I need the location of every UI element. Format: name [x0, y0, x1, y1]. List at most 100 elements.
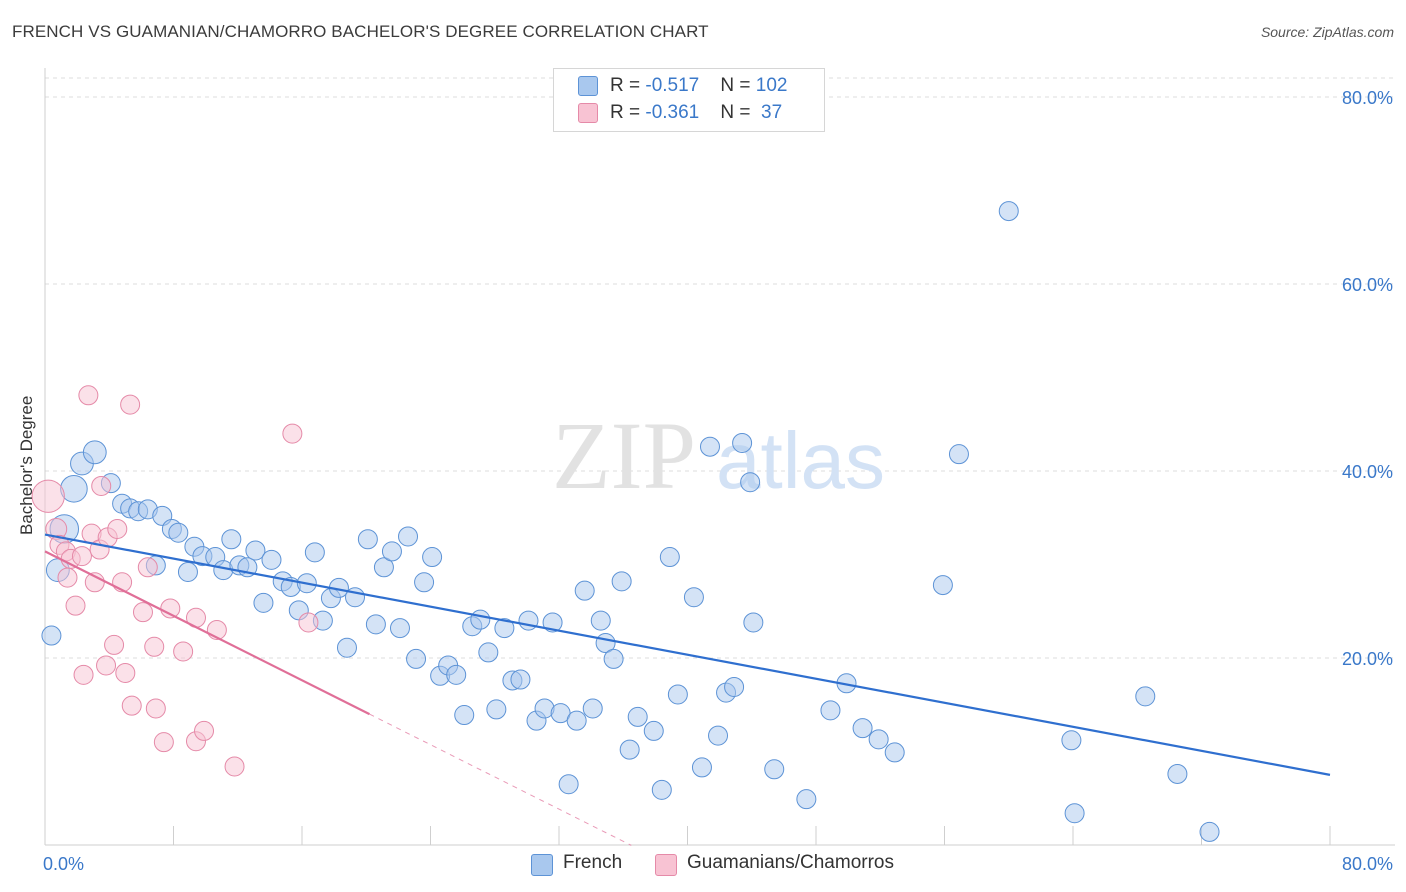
french-point: [177, 561, 198, 582]
guam-point: [132, 602, 153, 623]
guam-point: [173, 641, 194, 662]
french-point: [627, 706, 648, 727]
guam-point: [144, 636, 165, 657]
guam-point: [71, 546, 92, 567]
french-point: [820, 700, 841, 721]
french-point: [82, 440, 107, 465]
french-point: [659, 547, 680, 568]
guam-point: [65, 595, 86, 616]
y-tick-label: 40.0%: [1342, 462, 1393, 482]
legend-stats-french: R = -0.517 N = 102: [610, 75, 788, 96]
french-point: [998, 201, 1019, 222]
french-point: [41, 625, 62, 646]
french-point: [643, 720, 664, 741]
guam-point: [145, 698, 166, 719]
guam-point: [96, 655, 117, 676]
french-point: [932, 575, 953, 596]
legend-stats-guam: R = -0.361 N = 37: [610, 102, 783, 123]
french-point: [422, 547, 443, 568]
french-point: [732, 432, 753, 453]
axes: [44, 68, 1395, 846]
guam-point: [224, 756, 245, 777]
french-point: [691, 757, 712, 778]
bottom-swatch-french: [531, 854, 553, 876]
y-tick-label: 60.0%: [1342, 275, 1393, 295]
french-point: [304, 542, 325, 563]
french-point: [566, 710, 587, 731]
french-point: [948, 444, 969, 465]
french-point: [494, 618, 515, 639]
french-point: [253, 592, 274, 613]
guam-point: [153, 732, 174, 753]
french-points: [41, 201, 1220, 842]
french-point: [398, 526, 419, 547]
french-point: [724, 676, 745, 697]
watermark-zip: ZIP: [552, 402, 696, 509]
french-point: [619, 739, 640, 760]
trend-lines: [44, 533, 1331, 846]
french-point: [1061, 730, 1082, 751]
guam-point: [91, 475, 112, 496]
french-point: [478, 642, 499, 663]
source-note: Source: ZipAtlas.com: [1260, 24, 1394, 40]
y-axis-label: Bachelor's Degree: [17, 395, 36, 535]
guam-point: [78, 385, 99, 406]
guam-point: [73, 664, 94, 685]
y-tick-labels: 20.0% 40.0% 60.0% 80.0%: [1342, 88, 1393, 669]
french-point: [454, 705, 475, 726]
french-point: [221, 529, 242, 550]
french-point: [446, 664, 467, 685]
y-tick-label: 20.0%: [1342, 649, 1393, 669]
stats-legend: R = -0.517 N = 102 R = -0.361 N = 37: [553, 68, 825, 132]
french-point: [261, 549, 282, 570]
chart-title: FRENCH VS GUAMANIAN/CHAMORRO BACHELOR'S …: [12, 22, 709, 41]
french-point: [558, 774, 579, 795]
french-point: [796, 789, 817, 810]
x-tick-labels: 0.0% 80.0%: [43, 854, 1393, 874]
guam-point: [107, 518, 128, 539]
french-point: [1199, 821, 1220, 842]
french-point: [365, 614, 386, 635]
french-point: [743, 612, 764, 633]
french-point: [414, 572, 435, 593]
guam-trend-extension: [369, 713, 632, 846]
bottom-swatch-guam: [655, 854, 677, 876]
guam-point: [120, 394, 141, 415]
french-point: [357, 529, 378, 550]
french-point: [582, 698, 603, 719]
watermark: ZIP atlas: [552, 402, 885, 509]
guam-point: [194, 720, 215, 741]
french-point: [667, 684, 688, 705]
french-point: [389, 618, 410, 639]
french-point: [381, 541, 402, 562]
x-tick-label-min: 0.0%: [43, 854, 84, 874]
french-point: [574, 580, 595, 601]
french-point: [603, 648, 624, 669]
x-tick-label-max: 80.0%: [1342, 854, 1393, 874]
french-point: [740, 472, 761, 493]
french-point: [373, 557, 394, 578]
french-point: [868, 729, 889, 750]
guam-point: [115, 662, 136, 683]
watermark-atlas: atlas: [716, 416, 885, 505]
french-point: [699, 436, 720, 457]
french-point: [708, 725, 729, 746]
french-point: [1064, 803, 1085, 824]
french-point: [486, 699, 507, 720]
french-point: [764, 759, 785, 780]
french-point: [245, 540, 266, 561]
guam-point: [57, 567, 78, 588]
guam-point: [137, 557, 158, 578]
french-point: [611, 571, 632, 592]
french-point: [1167, 763, 1188, 784]
guam-point: [298, 612, 319, 633]
guam-point: [104, 634, 125, 655]
legend-swatch-guam: [578, 103, 598, 123]
french-point: [336, 637, 357, 658]
french-point: [683, 587, 704, 608]
french-point: [884, 742, 905, 763]
french-trend-line: [44, 533, 1331, 776]
french-point: [852, 718, 873, 739]
french-point: [1135, 686, 1156, 707]
guam-points: [31, 385, 319, 777]
